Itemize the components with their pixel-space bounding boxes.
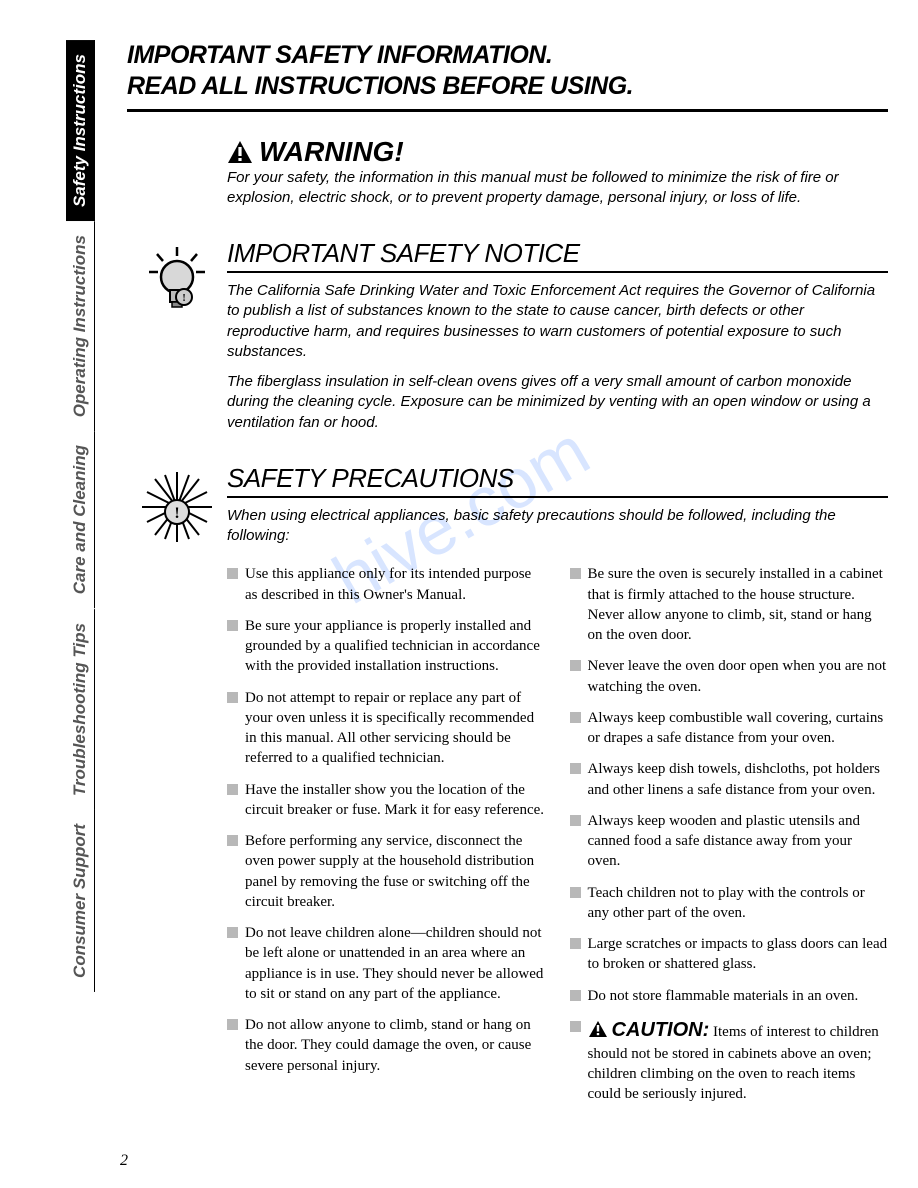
list-item: Large scratches or impacts to glass door… — [570, 934, 889, 975]
tab-troubleshooting[interactable]: Troubleshooting Tips — [66, 609, 95, 810]
precautions-intro: When using electrical appliances, basic … — [227, 506, 888, 547]
tab-safety-instructions[interactable]: Safety Instructions — [66, 40, 95, 221]
caution-label: CAUTION: — [612, 1017, 710, 1044]
bullet-text: Do not leave children alone—children sho… — [245, 923, 546, 1004]
bullet-text: Do not allow anyone to climb, stand or h… — [245, 1015, 546, 1076]
list-item: Be sure your appliance is properly insta… — [227, 616, 546, 677]
warning-heading: WARNING! — [227, 136, 888, 168]
bullet-text: Always keep dish towels, dishcloths, pot… — [588, 759, 889, 800]
list-item: Use this appliance only for its intended… — [227, 564, 546, 605]
warning-text: For your safety, the information in this… — [227, 168, 888, 209]
sidebar-tabs: Safety Instructions Operating Instructio… — [55, 40, 105, 1136]
content-area: IMPORTANT SAFETY INFORMATION. READ ALL I… — [115, 40, 888, 1136]
bullet-text: Teach children not to play with the cont… — [588, 883, 889, 924]
warning-triangle-icon — [227, 140, 253, 164]
list-item: Never leave the oven door open when you … — [570, 656, 889, 697]
bullet-icon — [227, 620, 238, 631]
bullet-text: Always keep combustible wall covering, c… — [588, 708, 889, 749]
bullet-icon — [227, 1019, 238, 1030]
bullet-icon — [570, 660, 581, 671]
bullet-text: Large scratches or impacts to glass door… — [588, 934, 889, 975]
heading-line1: IMPORTANT SAFETY INFORMATION. — [127, 41, 552, 69]
notice-section: ! IMPORTANT SAFETY NOTICE The California… — [127, 238, 888, 443]
list-item: Have the installer show you the location… — [227, 780, 546, 821]
caution-item: CAUTION: Items of interest to children s… — [570, 1017, 889, 1105]
bullet-text: Use this appliance only for its intended… — [245, 564, 546, 605]
list-item: Always keep wooden and plastic utensils … — [570, 811, 889, 872]
notice-para1: The California Safe Drinking Water and T… — [227, 281, 888, 362]
list-item: Be sure the oven is securely installed i… — [570, 564, 889, 645]
precautions-left-col: Use this appliance only for its intended… — [227, 564, 546, 1115]
bullet-icon — [227, 568, 238, 579]
bullet-icon — [570, 763, 581, 774]
bullet-text: Be sure your appliance is properly insta… — [245, 616, 546, 677]
bullet-icon — [570, 887, 581, 898]
list-item: Do not store flammable materials in an o… — [570, 986, 889, 1006]
svg-text:!: ! — [174, 505, 179, 522]
tab-consumer-support[interactable]: Consumer Support — [66, 810, 95, 992]
bullet-icon — [570, 990, 581, 1001]
caution-label-block: CAUTION: — [588, 1017, 710, 1044]
precautions-right-col: Be sure the oven is securely installed i… — [570, 564, 889, 1115]
bullet-icon — [227, 927, 238, 938]
list-item: Always keep dish towels, dishcloths, pot… — [570, 759, 889, 800]
warning-title: WARNING! — [259, 136, 404, 168]
main-heading: IMPORTANT SAFETY INFORMATION. READ ALL I… — [127, 40, 888, 112]
bullet-icon — [570, 568, 581, 579]
tab-operating-instructions[interactable]: Operating Instructions — [66, 221, 95, 431]
caution-triangle-icon — [588, 1020, 608, 1038]
list-item: Teach children not to play with the cont… — [570, 883, 889, 924]
bullet-icon — [570, 815, 581, 826]
bullet-icon — [227, 692, 238, 703]
notice-heading: IMPORTANT SAFETY NOTICE — [227, 238, 888, 273]
burst-icon: ! — [137, 467, 217, 547]
bullet-icon — [570, 712, 581, 723]
bullet-icon — [227, 784, 238, 795]
notice-para2: The fiberglass insulation in self-clean … — [227, 372, 888, 433]
svg-text:!: ! — [182, 293, 185, 304]
tab-care-cleaning[interactable]: Care and Cleaning — [66, 431, 95, 608]
list-item: Do not attempt to repair or replace any … — [227, 688, 546, 769]
bullet-text: Have the installer show you the location… — [245, 780, 546, 821]
bullet-text: Always keep wooden and plastic utensils … — [588, 811, 889, 872]
bullet-text: Before performing any service, disconnec… — [245, 831, 546, 912]
list-item: Do not allow anyone to climb, stand or h… — [227, 1015, 546, 1076]
bullet-text: Be sure the oven is securely installed i… — [588, 564, 889, 645]
warning-section: WARNING! For your safety, the informatio… — [127, 136, 888, 219]
precautions-columns: Use this appliance only for its intended… — [127, 564, 888, 1115]
heading-line2: READ ALL INSTRUCTIONS BEFORE USING. — [127, 72, 633, 100]
bullet-text: Do not store flammable materials in an o… — [588, 986, 859, 1006]
list-item: Always keep combustible wall covering, c… — [570, 708, 889, 749]
bullet-icon — [570, 1021, 581, 1032]
warning-icon-col — [127, 136, 227, 219]
page-container: Safety Instructions Operating Instructio… — [0, 0, 918, 1156]
list-item: Do not leave children alone—children sho… — [227, 923, 546, 1004]
bullet-icon — [227, 835, 238, 846]
lightbulb-icon: ! — [137, 242, 217, 322]
caution-text-block: CAUTION: Items of interest to children s… — [588, 1017, 889, 1105]
precautions-heading: SAFETY PRECAUTIONS — [227, 463, 888, 498]
bullet-icon — [570, 938, 581, 949]
list-item: Before performing any service, disconnec… — [227, 831, 546, 912]
bullet-text: Never leave the oven door open when you … — [588, 656, 889, 697]
bullet-text: Do not attempt to repair or replace any … — [245, 688, 546, 769]
precautions-section: ! SAFETY PRECAUTIONS When using electric… — [127, 463, 888, 557]
